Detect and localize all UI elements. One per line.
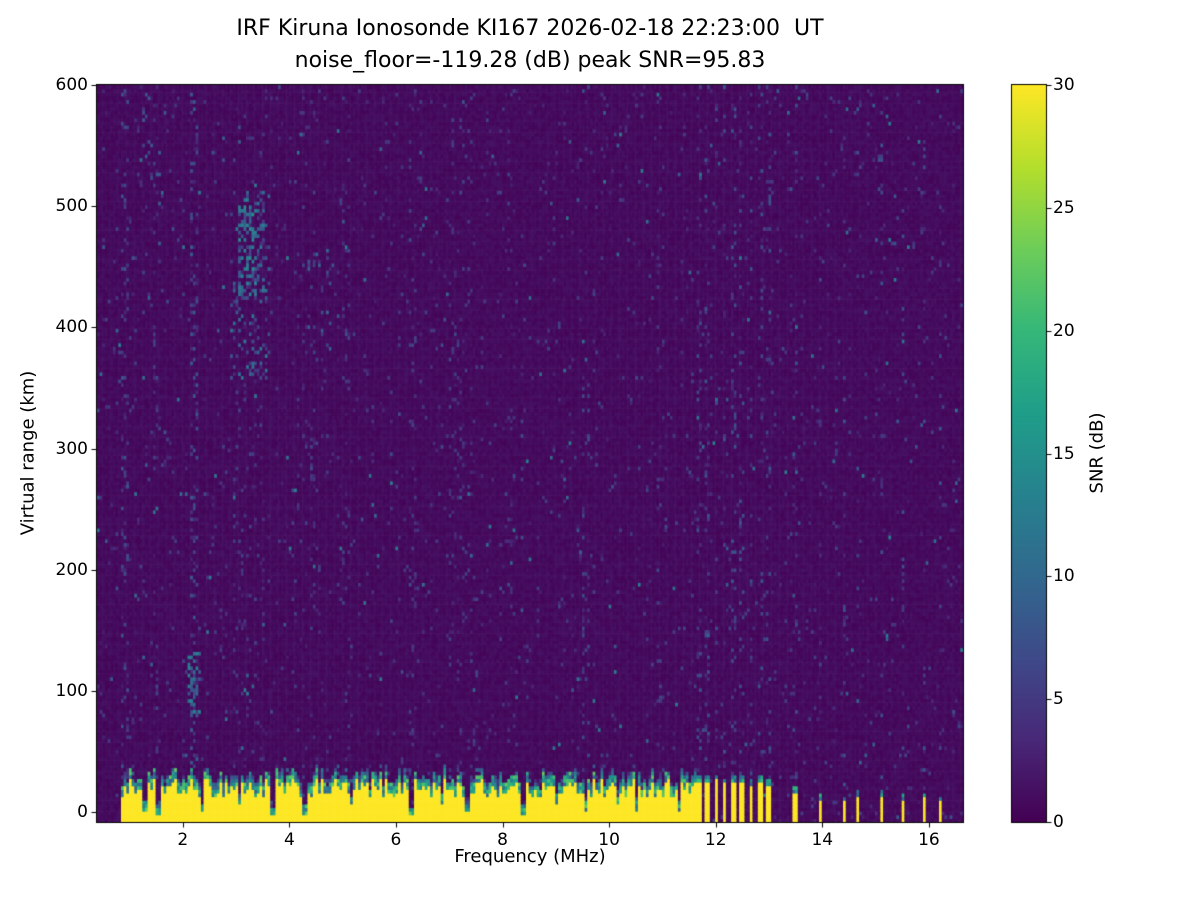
y-tick-label: 400 (55, 317, 88, 338)
y-tick-label: 200 (55, 559, 88, 580)
x-axis-label: Frequency (MHz) (454, 846, 606, 867)
colorbar-tick-label: 0 (1053, 812, 1064, 832)
chart-subtitle: noise_floor=-119.28 (dB) peak SNR=95.83 (294, 48, 766, 73)
colorbar-tick-label: 30 (1053, 75, 1075, 95)
y-tick-label: 300 (55, 438, 88, 459)
x-tick-label: 2 (177, 830, 189, 850)
x-tick-label: 4 (283, 830, 295, 850)
y-tick-label: 500 (55, 196, 88, 217)
x-tick-label: 14 (811, 830, 834, 850)
chart-title: IRF Kiruna Ionosonde KI167 2026-02-18 22… (236, 16, 824, 41)
colorbar-tick-label: 10 (1053, 566, 1075, 587)
colorbar-tick-label: 5 (1053, 689, 1064, 710)
colorbar-tick-label: 25 (1053, 197, 1075, 218)
colorbar-tick-label: 20 (1053, 320, 1075, 341)
x-tick-label: 16 (918, 830, 940, 850)
x-tick-label: 10 (598, 830, 620, 850)
x-tick-label: 6 (390, 830, 402, 850)
x-tick-label: 12 (704, 830, 727, 850)
colorbar-tick-label: 15 (1053, 443, 1075, 464)
y-tick-label: 100 (55, 681, 88, 702)
colorbar-label: SNR (dB) (1086, 412, 1108, 494)
y-tick-label: 0 (77, 802, 88, 823)
y-tick-label: 600 (55, 75, 88, 95)
x-tick-label: 8 (497, 830, 508, 850)
